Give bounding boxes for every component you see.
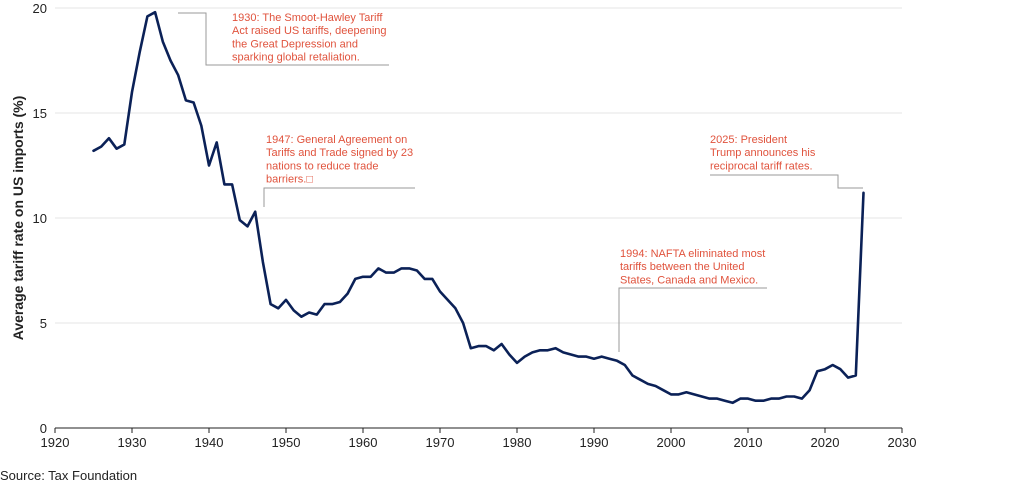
axes: 0 5 10 15 20 1920 1930 1940 1950 1960 1970 1980 1990… [33,1,917,450]
y-tick-label: 0 [40,421,47,436]
x-tick-label: 1980 [503,435,532,450]
annotation-text: Trump announces his [710,147,816,159]
annotation-text: 2025: President [710,134,787,146]
annotation-text: Act raised US tariffs, deepening [232,25,387,37]
x-tick-label: 1990 [580,435,609,450]
x-tick-label: 2000 [657,435,686,450]
annotation-text: 1930: The Smoot-Hawley Tariff [232,12,383,24]
x-tick-label: 2020 [811,435,840,450]
annotation-text: nations to reduce trade [266,160,379,172]
annotation-text: reciprocal tariff rates. [710,160,813,172]
source-note: Source: Tax Foundation [0,468,138,483]
annotation-text: sparking global retaliation. [232,52,360,64]
series-line-average-tariff [92,10,865,405]
y-tick-label: 20 [33,1,47,16]
x-tick-label: 1950 [272,435,301,450]
annotation-text: States, Canada and Mexico. [620,274,758,286]
annotation-text: 1947: General Agreement on [266,134,407,146]
x-tick-label: 1960 [349,435,378,450]
annotation-leader [710,174,863,189]
x-tick-label: 1920 [41,435,70,450]
annotation-leader [618,287,767,352]
x-tick-label: 2030 [888,435,917,450]
x-tick-label: 2010 [734,435,763,450]
y-tick-label: 5 [40,316,47,331]
annotation-text: tariffs between the United [620,261,745,273]
annotation-leader [263,187,415,207]
y-tick-label: 15 [33,106,47,121]
y-tick-label: 10 [33,211,47,226]
annotation-text: Tariffs and Trade signed by 23 [266,147,413,159]
x-tick-label: 1940 [195,435,224,450]
y-axis-label: Average tariff rate on US imports (%) [10,96,26,341]
x-tick-label: 1970 [426,435,455,450]
annotation-text: 1994: NAFTA eliminated most [620,248,765,260]
annotation-leader [178,12,389,66]
annotation-text: barriers.□ [266,174,313,186]
annotation-text: the Great Depression and [232,38,358,50]
x-tick-label: 1930 [118,435,147,450]
